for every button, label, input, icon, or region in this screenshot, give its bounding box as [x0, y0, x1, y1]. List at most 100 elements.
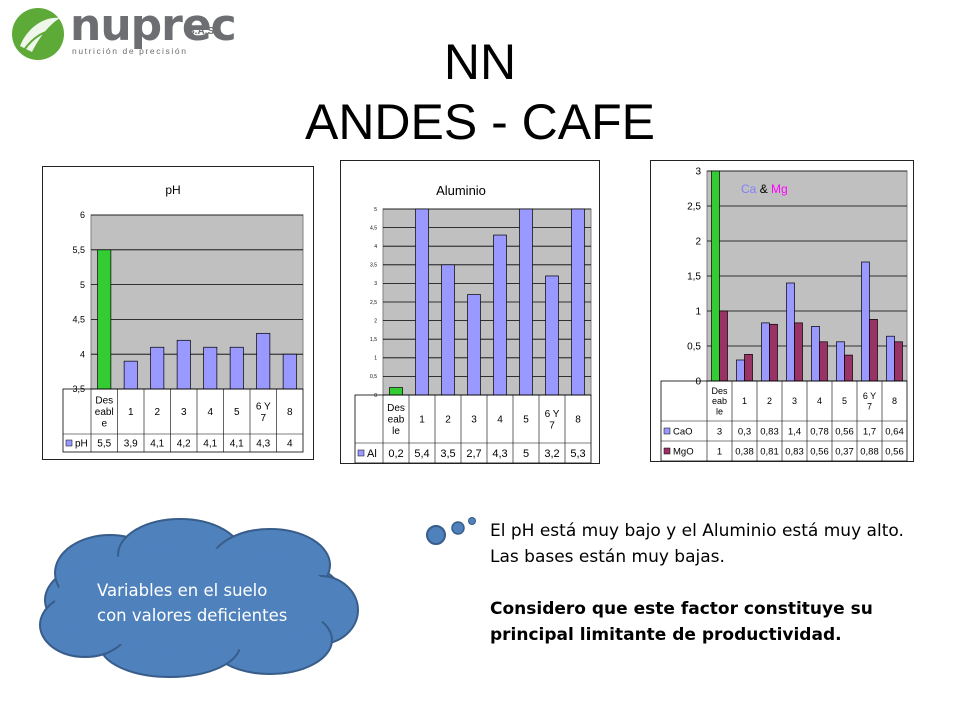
- y-tick-label: 0,5: [687, 342, 701, 353]
- legend-swatch: [65, 439, 73, 447]
- category-label: 8: [575, 415, 581, 426]
- y-tick-label: 1: [695, 307, 701, 318]
- data-label: 0,83: [785, 446, 804, 457]
- bar: [256, 332, 271, 390]
- y-tick-label: 5: [374, 207, 377, 213]
- data-label: 4,1: [230, 439, 244, 450]
- y-tick-label: 2,5: [687, 202, 701, 213]
- logo-suffix: S.A.S.: [188, 26, 217, 37]
- bar: [467, 294, 481, 396]
- y-tick-label: 0: [374, 393, 377, 399]
- nuprec-logo: nuprec S.A.S. nutrición de precisión: [10, 0, 240, 66]
- page-title-line1: NN: [443, 34, 517, 90]
- y-tick-label: 5: [80, 280, 85, 290]
- y-tick-label: 4,5: [370, 225, 377, 231]
- thought-bubbles-icon: [426, 517, 476, 545]
- bar: [493, 234, 507, 396]
- bar: [811, 326, 820, 382]
- bar: [282, 353, 297, 390]
- body-paragraph-1: El pH está muy bajo y el Aluminio está m…: [490, 521, 904, 567]
- data-label: 0,56: [810, 446, 829, 457]
- aluminio-chart-svg: Aluminio 0 0,5 1 1,5 2 2,5 3 3,5 4 4,5 5 Des eab le 1 2 3…: [354, 183, 592, 463]
- chart-title: pH: [165, 183, 180, 197]
- data-label: 0,56: [885, 446, 904, 457]
- leaf-logo-icon: [12, 8, 64, 60]
- aluminio-chart: Aluminio 0 0,5 1 1,5 2 2,5 3 3,5 4 4,5 5 Des eab le 1 2 3…: [340, 160, 600, 464]
- bar: [719, 310, 728, 382]
- y-tick-label: 1: [374, 356, 377, 362]
- data-label: 0,64: [885, 426, 904, 437]
- data-label: 5,5: [97, 439, 111, 450]
- bar: [150, 346, 165, 390]
- data-label: 3,9: [124, 439, 138, 450]
- bar: [519, 208, 533, 396]
- series-name: Al: [367, 448, 377, 460]
- y-tick-label: 3: [374, 281, 377, 287]
- data-label: 0,81: [760, 446, 779, 457]
- series-name: pH: [75, 439, 88, 450]
- y-tick-label: 4,5: [72, 315, 85, 325]
- category-label: 5: [842, 396, 847, 406]
- category-label: 1: [419, 415, 425, 426]
- legend-swatch: [663, 427, 671, 435]
- y-tick-label: 2: [695, 237, 701, 248]
- cloud-text: Variables en el suelo con valores defici…: [97, 578, 337, 628]
- body-paragraph-2: Considero que este factor constituye su …: [490, 599, 873, 645]
- body-text: El pH está muy bajo y el Aluminio está m…: [490, 518, 910, 648]
- data-label: 1: [717, 446, 722, 457]
- data-label: 0,83: [760, 426, 779, 437]
- data-label: 4,1: [150, 439, 164, 450]
- bar: [123, 360, 138, 390]
- bar: [441, 264, 455, 396]
- y-tick-label: 1,5: [687, 272, 701, 283]
- data-label: 3,5: [440, 448, 455, 460]
- bar: [203, 346, 218, 390]
- chart-title: Ca & Mg: [741, 182, 788, 196]
- bar: [571, 208, 585, 396]
- data-label: 0,78: [810, 426, 829, 437]
- data-label: 0,3: [738, 426, 751, 437]
- y-tick-label: 0: [695, 377, 701, 388]
- category-label: 2: [767, 396, 772, 406]
- legend-swatch: [663, 447, 671, 455]
- bar: [389, 387, 403, 396]
- category-label: 5: [523, 415, 529, 426]
- data-label: 0,88: [860, 446, 879, 457]
- bar: [869, 319, 878, 382]
- chart-title: Aluminio: [436, 183, 486, 198]
- bar: [711, 170, 720, 382]
- data-label: 0,38: [735, 446, 754, 457]
- data-label: 0,2: [388, 448, 403, 460]
- data-label: 4: [287, 439, 293, 450]
- legend-swatch: [357, 449, 365, 457]
- ca-mg-chart-svg: 0 0,5 1 1,5 2 2,5 3 Des eab le 1 2 3 4 5 6 Y 7 8 CaO 3 0,3 0,…: [660, 167, 908, 461]
- ph-chart: pH 3,5 4 4,5 5 5,5 6 Des eabl e 1 2 3 4 5 6 Y 7 8 pH 5,5 3,9…: [42, 166, 314, 460]
- y-tick-label: 3,5: [370, 263, 377, 269]
- y-tick-label: 6: [80, 210, 85, 220]
- cloud-text-line2: con valores deficientes: [97, 606, 288, 625]
- bar: [786, 282, 795, 382]
- category-label: 4: [817, 396, 822, 406]
- data-label: 5: [523, 448, 529, 460]
- category-label: 3: [792, 396, 797, 406]
- logo-name: nuprec: [70, 0, 237, 51]
- data-label: 5,3: [570, 448, 585, 460]
- thought-cloud-icon: [39, 518, 359, 678]
- y-tick-label: 2: [374, 318, 377, 324]
- series-name: CaO: [673, 426, 693, 437]
- bar: [836, 341, 845, 382]
- bar: [761, 322, 770, 382]
- bar: [176, 339, 191, 390]
- plot-area: [90, 214, 304, 390]
- category-label: 4: [497, 415, 503, 426]
- data-table: [62, 388, 304, 453]
- category-label: 3: [471, 415, 477, 426]
- data-label: 2,7: [466, 448, 481, 460]
- bar: [769, 323, 778, 382]
